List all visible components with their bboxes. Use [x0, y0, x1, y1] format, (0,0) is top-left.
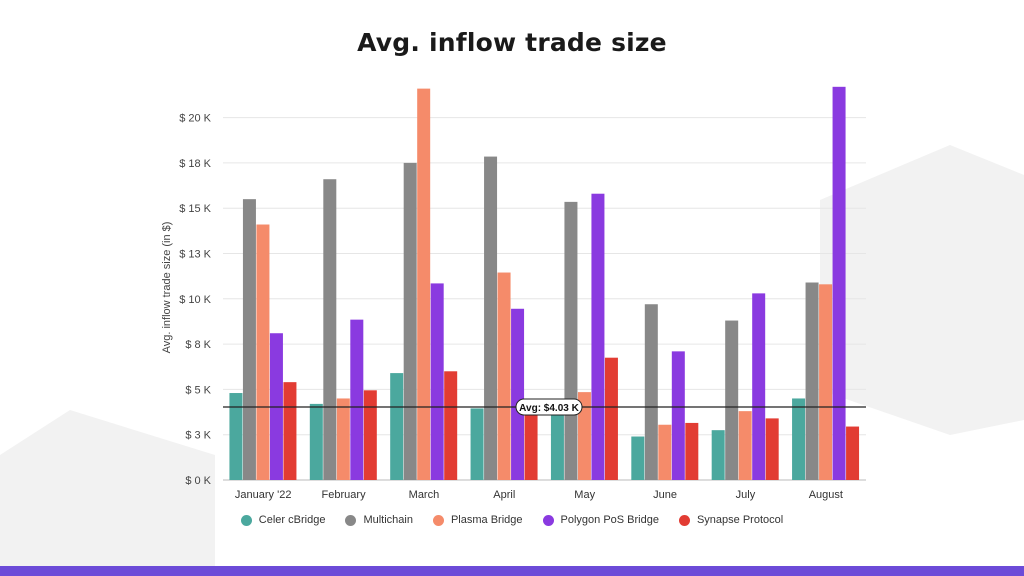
- bar: [390, 373, 404, 480]
- y-tick-label: $ 5 K: [185, 384, 211, 396]
- bar: [631, 436, 645, 480]
- y-tick-label: $ 10 K: [179, 294, 211, 306]
- y-tick-label: $ 8 K: [185, 339, 211, 351]
- bar: [819, 284, 833, 480]
- bar: [792, 398, 806, 480]
- bar: [256, 224, 270, 480]
- legend-label: Synapse Protocol: [696, 514, 784, 526]
- bar: [846, 426, 860, 480]
- legend-item[interactable]: Multichain: [345, 514, 413, 526]
- legend-label: Plasma Bridge: [450, 514, 523, 526]
- bar: [752, 293, 766, 480]
- x-tick-label: January '22: [235, 489, 292, 501]
- legend-item[interactable]: Plasma Bridge: [432, 514, 523, 526]
- x-tick-label: August: [809, 489, 843, 501]
- legend-label: Celer cBridge: [258, 514, 326, 526]
- legend-label: Multichain: [363, 514, 413, 526]
- bar: [283, 382, 297, 480]
- y-tick-label: $ 15 K: [179, 203, 211, 215]
- legend-item[interactable]: Synapse Protocol: [678, 514, 784, 526]
- bar: [738, 411, 752, 480]
- bar: [242, 199, 256, 481]
- y-tick-label: $ 20 K: [179, 113, 211, 125]
- x-tick-label: March: [409, 489, 440, 501]
- bar: [484, 156, 498, 480]
- bar: [470, 408, 484, 480]
- y-tick-label: $ 13 K: [179, 249, 211, 261]
- y-tick-label: $ 18 K: [179, 158, 211, 170]
- bar: [229, 393, 243, 480]
- bar: [550, 409, 564, 480]
- average-label-box: [515, 398, 583, 416]
- bar: [832, 86, 846, 481]
- bar: [805, 282, 819, 480]
- x-tick-label: April: [493, 489, 515, 501]
- y-tick-label: $ 0 K: [185, 475, 211, 487]
- bar: [604, 357, 618, 480]
- bar: [350, 319, 364, 480]
- chart-legend: Celer cBridge Multichain Plasma Bridge Poly…: [0, 514, 1024, 526]
- bar: [511, 308, 525, 480]
- x-tick-label: February: [322, 489, 367, 501]
- bar: [765, 418, 779, 480]
- y-axis-title: Avg. inflow trade size (in $): [161, 222, 173, 354]
- bar: [363, 390, 377, 480]
- bar: [725, 320, 739, 480]
- bar: [685, 422, 699, 480]
- background-hexagon-left: [0, 410, 215, 576]
- bar: [577, 392, 591, 480]
- legend-swatch: [678, 514, 690, 526]
- legend-item[interactable]: Celer cBridge: [240, 514, 326, 526]
- legend-label: Polygon PoS Bridge: [560, 514, 659, 526]
- legend-swatch: [432, 514, 444, 526]
- bar: [444, 371, 458, 480]
- legend-item[interactable]: Polygon PoS Bridge: [542, 514, 659, 526]
- bar: [309, 403, 323, 480]
- bar: [658, 424, 672, 480]
- bar: [323, 179, 337, 480]
- bar: [711, 430, 725, 480]
- x-tick-label: May: [574, 489, 595, 501]
- bar: [430, 283, 444, 480]
- bar: [591, 193, 605, 481]
- bar: [644, 304, 658, 480]
- bar: [417, 88, 431, 481]
- bar: [564, 201, 578, 480]
- bar: [671, 351, 685, 480]
- chart-title: Avg. inflow trade size: [357, 28, 667, 57]
- bar: [524, 407, 538, 480]
- bar: [336, 398, 350, 480]
- x-tick-label: July: [736, 489, 756, 501]
- legend-swatch: [542, 514, 554, 526]
- average-label: Avg: $4.03 K: [519, 403, 579, 414]
- bar: [403, 162, 417, 480]
- bar: [497, 272, 511, 480]
- legend-swatch: [240, 514, 252, 526]
- legend-swatch: [345, 514, 357, 526]
- bottom-accent-bar: [0, 566, 1024, 576]
- y-tick-label: $ 3 K: [185, 430, 211, 442]
- background-hexagon-right: [820, 145, 1024, 435]
- x-tick-label: June: [653, 489, 677, 501]
